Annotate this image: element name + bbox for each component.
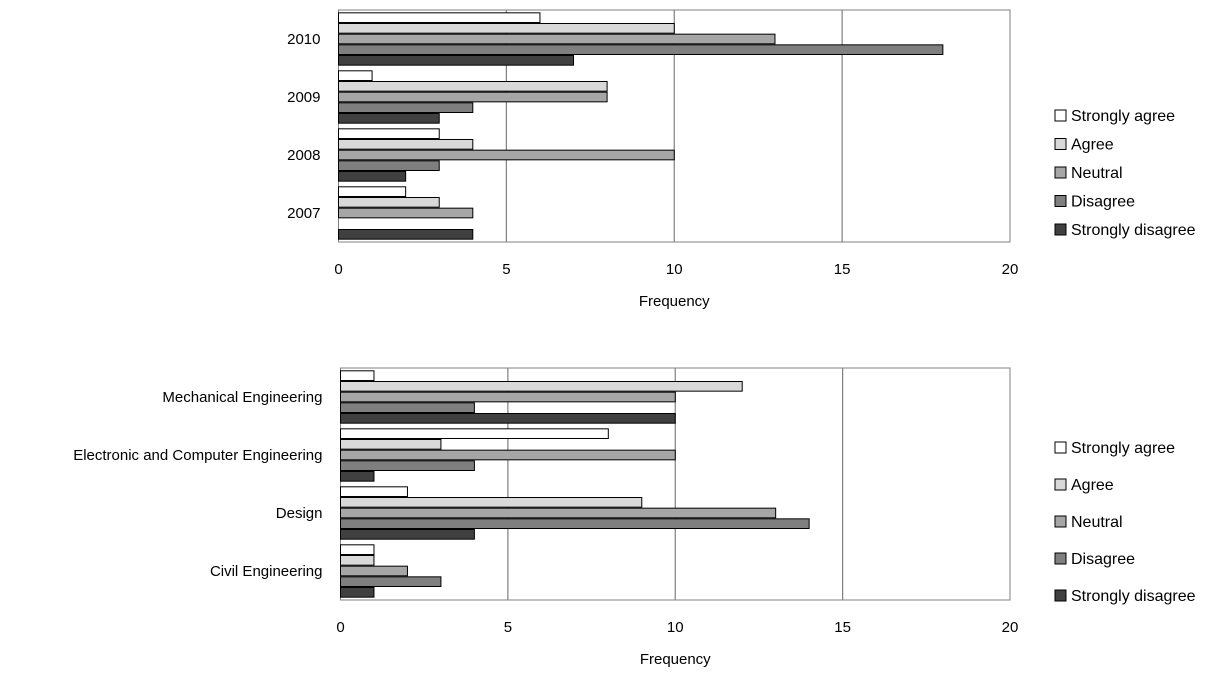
- legend-swatch: [1054, 195, 1067, 207]
- bar-neutral: [340, 507, 777, 519]
- bar-agree: [338, 196, 440, 208]
- legend-swatch: [1054, 166, 1067, 179]
- bar-strongly-agree: [338, 186, 407, 197]
- legend-swatch: [1054, 589, 1067, 602]
- category-label: Mechanical Engineering: [162, 389, 322, 406]
- category-label: Design: [276, 505, 323, 522]
- legend-label: Agree: [1071, 477, 1114, 494]
- bar-disagree: [338, 160, 440, 172]
- bar-strongly-agree: [340, 428, 609, 439]
- legend-swatch: [1054, 515, 1067, 528]
- legend-label: Disagree: [1071, 194, 1135, 211]
- legend-swatch: [1054, 109, 1067, 122]
- bar-strongly-agree: [340, 544, 375, 555]
- category-label: 2009: [287, 89, 320, 106]
- bar-disagree: [340, 402, 475, 414]
- bar-strongly-agree: [338, 128, 440, 139]
- x-tick-label: 15: [834, 619, 851, 636]
- bar-agree: [340, 438, 442, 450]
- bar-strongly-disagree: [340, 413, 676, 424]
- bar-strongly-disagree: [340, 529, 475, 540]
- legend-swatch: [1054, 552, 1067, 565]
- bar-strongly-agree: [338, 70, 373, 81]
- legend-label: Strongly agree: [1071, 440, 1175, 457]
- bar-neutral: [338, 207, 474, 219]
- category-label: Civil Engineering: [210, 563, 323, 580]
- legend-label: Agree: [1071, 137, 1114, 154]
- legend-label: Strongly disagree: [1071, 588, 1196, 605]
- category-label: 2010: [287, 31, 320, 48]
- x-tick-label: 0: [336, 619, 344, 636]
- bar-agree: [338, 22, 675, 34]
- category-label: 2008: [287, 147, 320, 164]
- x-tick-label: 0: [334, 261, 342, 278]
- legend-swatch: [1054, 223, 1067, 236]
- bar-neutral: [338, 149, 675, 161]
- category-label: 2007: [287, 205, 320, 222]
- x-tick-label: 5: [504, 619, 512, 636]
- category-label: Electronic and Computer Engineering: [73, 447, 322, 464]
- x-axis-label: Frequency: [640, 651, 711, 668]
- legend-label: Strongly agree: [1071, 108, 1175, 125]
- bar-strongly-disagree: [338, 55, 575, 66]
- bar-agree: [340, 380, 743, 392]
- legend-label: Disagree: [1071, 551, 1135, 568]
- chart-2: 0 5 10 15 20 Frequency Mechanical Engineering E…: [73, 367, 1196, 668]
- bar-disagree: [338, 44, 944, 56]
- bar-strongly-disagree: [338, 113, 440, 124]
- bar-strongly-disagree: [338, 229, 474, 240]
- bar-agree: [338, 138, 474, 150]
- x-tick-label: 5: [502, 261, 510, 278]
- x-axis-label: Frequency: [639, 293, 710, 310]
- bar-strongly-agree: [338, 12, 541, 23]
- bar-agree: [340, 554, 375, 566]
- x-tick-label: 20: [1002, 261, 1019, 278]
- bar-disagree: [340, 576, 442, 588]
- bar-strongly-disagree: [340, 471, 375, 482]
- legend-label: Neutral: [1071, 165, 1123, 182]
- legend-label: Neutral: [1071, 514, 1123, 531]
- bar-agree: [340, 496, 643, 508]
- x-tick-label: 20: [1002, 619, 1019, 636]
- bar-neutral: [340, 449, 676, 461]
- legend-swatch: [1054, 441, 1067, 454]
- bar-agree: [338, 80, 608, 92]
- bar-disagree: [338, 102, 474, 114]
- bar-strongly-agree: [340, 486, 408, 497]
- bar-neutral: [340, 565, 408, 577]
- legend-label: Strongly disagree: [1071, 222, 1196, 239]
- bar-disagree: [340, 518, 810, 530]
- bar-disagree: [340, 460, 475, 472]
- x-tick-label: 10: [666, 261, 683, 278]
- legend-swatch: [1054, 478, 1067, 491]
- legend-swatch: [1054, 138, 1067, 150]
- x-tick-label: 15: [834, 261, 851, 278]
- bar-strongly-agree: [340, 370, 375, 381]
- bar-neutral: [340, 391, 676, 403]
- chart-1: 0 5 10 15 20 Frequency 2010 2009 2008 2007 Strongl…: [287, 9, 1196, 310]
- bar-strongly-disagree: [338, 171, 407, 182]
- bar-neutral: [338, 91, 608, 103]
- bar-strongly-disagree: [340, 587, 375, 598]
- x-tick-label: 10: [667, 619, 684, 636]
- bar-neutral: [338, 33, 776, 45]
